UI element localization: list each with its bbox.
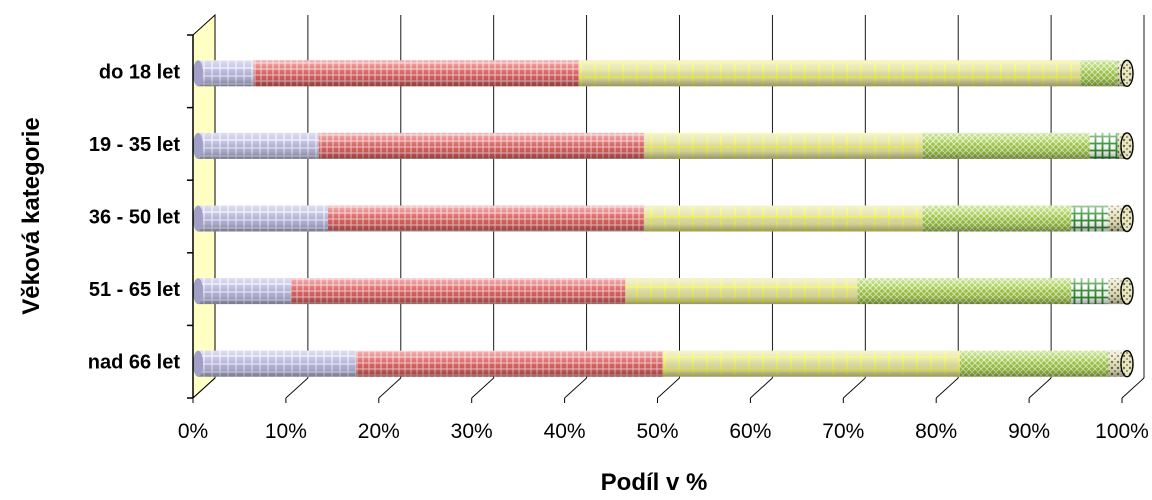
- bar-segment-shade: [328, 205, 644, 232]
- bar-segment-shade: [578, 60, 1081, 87]
- category-label: do 18 let: [99, 61, 180, 83]
- bar-segment-shade: [922, 132, 1090, 159]
- bar-segment-shade: [290, 278, 626, 305]
- bar-segment-shade: [253, 60, 579, 87]
- bar-cap-left: [193, 60, 203, 87]
- x-tick-label: 60%: [729, 420, 771, 443]
- y-axis-title: Věková kategorie: [18, 117, 45, 314]
- y-axis-ticks: [187, 34, 193, 399]
- x-tick-label: 10%: [265, 420, 307, 443]
- category-label: nad 66 let: [88, 352, 181, 374]
- gridline-floor: [471, 377, 495, 399]
- bar-cap-right: [1120, 350, 1134, 378]
- bar-segment-shade: [355, 350, 663, 377]
- x-tick-label: 30%: [451, 420, 493, 443]
- category-label: 51 - 65 let: [89, 279, 181, 301]
- bar-segment-shade: [857, 278, 1072, 305]
- bar-row: [193, 204, 1134, 233]
- x-tick-label: 50%: [636, 420, 678, 443]
- x-tick-label: 90%: [1008, 420, 1050, 443]
- bars: [193, 59, 1134, 378]
- bar-segment-shade: [198, 132, 319, 159]
- category-label: 36 - 50 let: [89, 207, 181, 229]
- bar-row: [193, 132, 1134, 160]
- bar-cap-right: [1120, 132, 1134, 160]
- category-labels: do 18 let 19 - 35 let 36 - 50 let 51 - 65 l…: [88, 61, 181, 373]
- gridline-floor: [935, 377, 959, 399]
- bar-cap-left: [193, 205, 203, 232]
- x-tick-label: 80%: [915, 420, 957, 443]
- x-tick-label: 0%: [178, 420, 208, 443]
- bar-segment-shade: [198, 350, 356, 377]
- bar-segment-shade: [1071, 278, 1109, 305]
- bar-segment-shade: [625, 278, 858, 305]
- bar-segment-shade: [643, 132, 923, 159]
- bar-segment-shade: [198, 205, 329, 232]
- x-tick-label: 40%: [544, 420, 586, 443]
- gridline-floor: [750, 377, 773, 399]
- bar-cap-left: [193, 132, 203, 159]
- bar-segment-shade: [1071, 205, 1109, 232]
- bar-segment-shade: [1089, 132, 1118, 159]
- x-tick-label: 20%: [358, 420, 400, 443]
- x-tick-label: 100%: [1095, 420, 1149, 443]
- gridline-floor: [378, 377, 402, 399]
- x-axis-title: Podíl v %: [601, 469, 708, 496]
- gridline-floor: [564, 377, 587, 399]
- x-tick-label: 70%: [822, 420, 864, 443]
- x-axis-ticks: 0% 10% 20% 30% 40% 50% 60% 70% 80% 90% 100%: [178, 398, 1149, 443]
- bar-cap-right: [1120, 204, 1134, 233]
- gridline-floor: [657, 377, 680, 399]
- gridline-floor: [1121, 377, 1145, 399]
- bar-segment-shade: [662, 350, 960, 377]
- gridline-floor: [285, 377, 309, 399]
- bar-segment-shade: [959, 350, 1109, 377]
- bar-segment-shade: [198, 278, 291, 305]
- bar-row: [193, 277, 1134, 305]
- gridline-floor: [192, 377, 216, 399]
- bar-row: [193, 350, 1134, 378]
- category-label: 19 - 35 let: [89, 134, 181, 156]
- bar-cap-left: [193, 278, 203, 305]
- bar-segment-shade: [198, 60, 254, 87]
- bar-segment-shade: [922, 205, 1072, 232]
- bar-segment-shade: [643, 205, 923, 232]
- bar-cap-left: [193, 350, 203, 377]
- bar-segment-shade: [318, 132, 644, 159]
- gridline-floor: [842, 377, 866, 399]
- bar-segment-shade: [1080, 60, 1118, 87]
- bar-row: [193, 59, 1134, 88]
- gridline-floor: [1028, 377, 1052, 399]
- bar-cap-right: [1120, 277, 1134, 305]
- bar-cap-right: [1120, 59, 1134, 88]
